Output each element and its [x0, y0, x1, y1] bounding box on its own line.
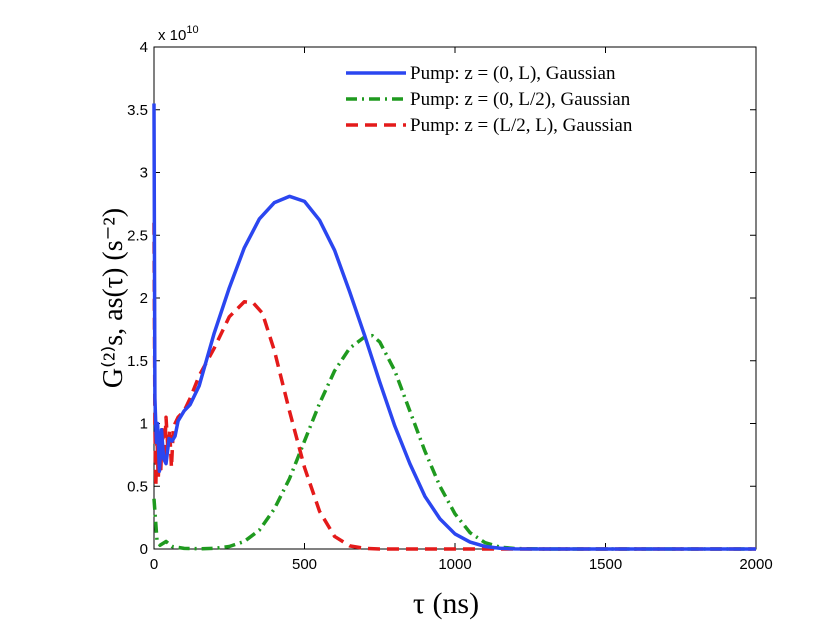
legend: Pump: z = (0, L), Gaussian Pump: z = (0, …	[346, 63, 633, 136]
y-tick-label: 1.5	[127, 353, 148, 370]
series-layer	[152, 103, 756, 551]
x-tick-label: 2000	[739, 556, 772, 573]
y-tick-label: 3	[140, 165, 148, 182]
x-tick-label: 500	[292, 556, 317, 573]
y-tick-label: 2.5	[127, 227, 148, 244]
y-tick-label: 3.5	[127, 102, 148, 119]
x-tick-label: 1500	[589, 556, 622, 573]
x-axis-label: τ (ns)	[413, 587, 479, 620]
legend-label-3: Pump: z = (L/2, L), Gaussian	[410, 115, 633, 136]
series-line-2	[152, 333, 756, 551]
y-axis-label: G⁽²⁾s, as(τ) (s⁻²)	[98, 208, 129, 388]
y-multiplier-exponent: 10	[186, 24, 198, 36]
y-tick-label: 0.5	[127, 478, 148, 495]
y-multiplier: x 1010	[158, 24, 199, 44]
y-tick-label: 4	[140, 39, 148, 56]
legend-label-2: Pump: z = (0, L/2), Gaussian	[410, 89, 631, 110]
series-line-1	[152, 103, 756, 551]
x-tick-label: 1000	[438, 556, 471, 573]
y-tick-label: 0	[140, 541, 148, 558]
plot-area	[153, 46, 757, 550]
x-tick-label: 0	[150, 556, 158, 573]
y-tick-label: 1	[140, 416, 148, 433]
y-tick-label: 2	[140, 290, 148, 307]
legend-label-1: Pump: z = (0, L), Gaussian	[410, 63, 616, 84]
